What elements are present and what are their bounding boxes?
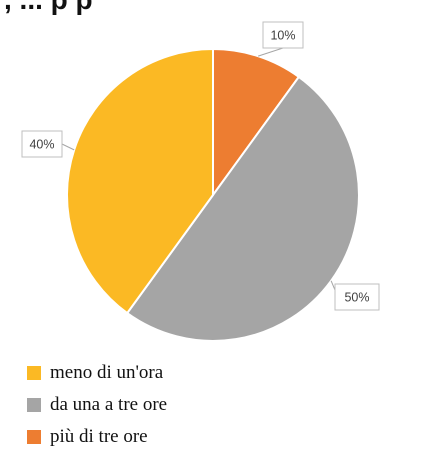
data-label-da-una-a-tre-ore: 50% — [334, 283, 380, 311]
data-label-text: 10% — [270, 29, 295, 43]
legend-label: meno di un'ora — [50, 362, 164, 383]
legend-swatch-icon — [27, 398, 41, 412]
data-label-meno-di-un-ora: 40% — [21, 130, 63, 158]
data-label-box — [21, 130, 63, 158]
legend-label: da una a tre ore — [50, 394, 168, 415]
data-label-text: 50% — [344, 291, 369, 305]
data-label-piu-di-tre-ore: 10% — [262, 21, 304, 49]
legend-swatch-icon — [27, 366, 41, 380]
legend-item-piu-di-tre-ore: più di tre ore — [27, 426, 167, 448]
legend-item-da-una-a-tre-ore: da una a tre ore — [27, 394, 167, 416]
leader-lines — [61, 47, 336, 291]
data-labels: 10% 50% 40% — [21, 21, 380, 311]
pie-slices — [65, 47, 360, 342]
leader-line-meno-di-un-ora — [61, 143, 75, 151]
pie-slice-meno-di-un-ora — [65, 47, 214, 315]
legend-label: più di tre ore — [50, 426, 148, 447]
legend-swatch-icon — [27, 430, 41, 444]
legend: meno di un'ora da una a tre ore più di t… — [27, 362, 167, 458]
data-label-box — [334, 283, 380, 311]
data-label-text: 40% — [29, 138, 54, 152]
pie-chart: 10% 50% 40% — [21, 21, 380, 342]
data-label-box — [262, 21, 304, 49]
page-title-fragment: , ... p p — [4, 0, 93, 14]
leader-line-piu-di-tre-ore — [257, 47, 284, 57]
leader-line-da-una-a-tre-ore — [330, 280, 336, 291]
legend-item-meno-di-un-ora: meno di un'ora — [27, 362, 167, 384]
